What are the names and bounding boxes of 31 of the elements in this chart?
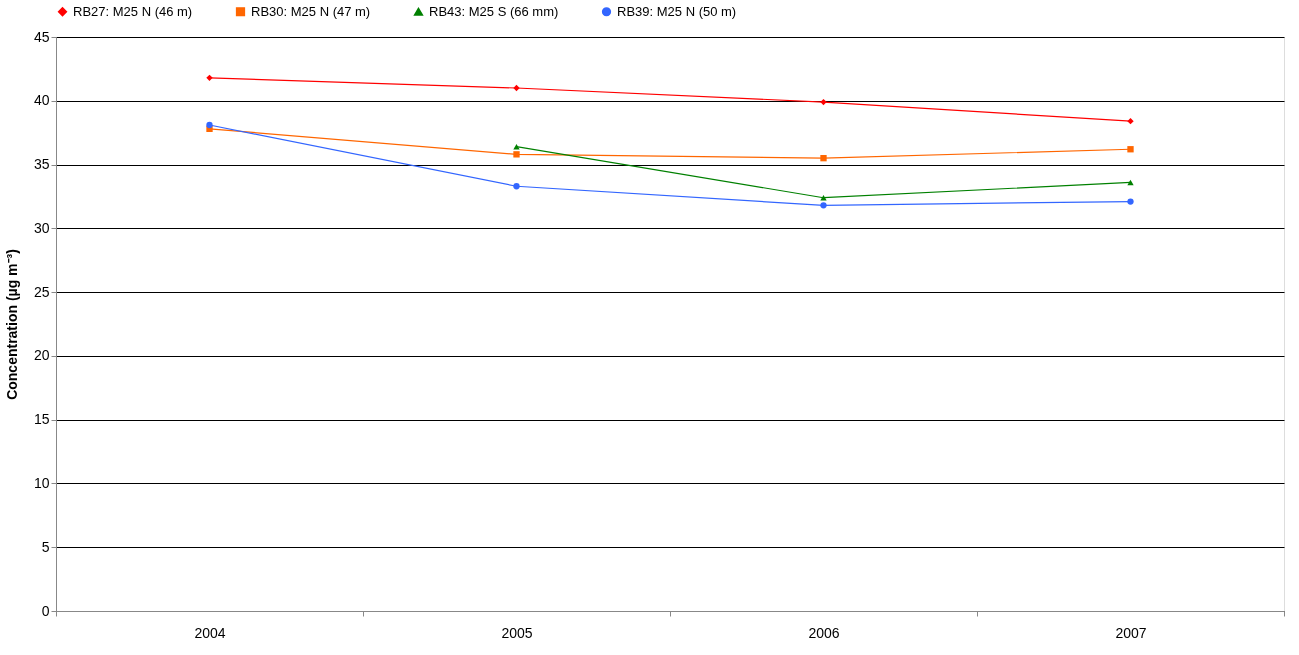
legend-label: RB27: M25 N (46 m) <box>73 3 193 19</box>
y-tick-label: 15 <box>33 411 50 428</box>
point <box>513 84 520 92</box>
point <box>1127 179 1134 186</box>
y-tick-label: 25 <box>33 283 50 300</box>
y-tick-label: 40 <box>33 92 50 109</box>
point <box>820 98 827 106</box>
point <box>206 74 213 81</box>
point <box>513 183 520 190</box>
legend-label: RB30: M25 N (47 m) <box>251 3 371 19</box>
y-tick-label: 5 <box>41 538 50 555</box>
x-tick-label: 2006 <box>808 624 840 641</box>
point <box>820 202 827 209</box>
x-tick-label: 2005 <box>501 624 533 641</box>
point <box>206 121 213 129</box>
y-tick-label: 30 <box>33 219 50 236</box>
y-tick-label: 35 <box>33 156 50 173</box>
x-tick-label: 2004 <box>194 624 226 641</box>
point <box>1127 198 1134 205</box>
y-tick-label: 45 <box>33 28 50 45</box>
legend-label: RB43: M25 S (66 mm) <box>429 3 559 19</box>
legend-label: RB39: M25 N (50 m) <box>617 3 737 19</box>
y-tick-label: 20 <box>33 347 50 364</box>
point <box>513 151 520 158</box>
y-axis-title: Concentration (µg m⁻³) <box>3 249 20 400</box>
y-tick-label: 10 <box>33 474 50 491</box>
point <box>820 155 827 162</box>
x-tick-label: 2007 <box>1115 624 1147 641</box>
y-tick-label: 0 <box>41 602 50 619</box>
point <box>1127 146 1134 153</box>
point <box>1127 118 1134 125</box>
